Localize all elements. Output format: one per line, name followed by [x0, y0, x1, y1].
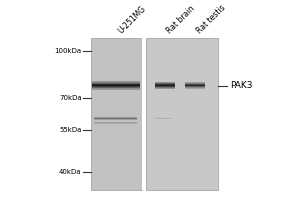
Bar	[92, 84, 140, 85]
Bar	[155, 83, 175, 84]
Bar	[92, 81, 140, 82]
Bar	[92, 87, 140, 88]
Bar	[91, 38, 142, 190]
Text: 40kDa: 40kDa	[59, 169, 82, 175]
Text: U-251MG: U-251MG	[116, 4, 147, 36]
Text: 70kDa: 70kDa	[59, 95, 82, 101]
Bar	[146, 38, 218, 190]
Bar	[185, 83, 205, 84]
Bar	[185, 88, 205, 89]
Text: 55kDa: 55kDa	[59, 127, 82, 133]
Bar	[185, 85, 205, 86]
Bar	[155, 87, 175, 88]
Bar	[92, 85, 140, 86]
Bar	[142, 38, 146, 190]
Text: PAK3: PAK3	[230, 81, 253, 90]
Bar	[185, 86, 205, 87]
Bar	[92, 83, 140, 84]
Bar	[155, 88, 175, 89]
Bar	[155, 82, 175, 83]
Text: 100kDa: 100kDa	[55, 48, 82, 54]
Bar	[185, 82, 205, 83]
Bar	[185, 87, 205, 88]
Text: Rat brain: Rat brain	[165, 4, 197, 36]
Bar	[155, 84, 175, 85]
Bar	[92, 89, 140, 90]
Bar	[92, 82, 140, 83]
Text: Rat testis: Rat testis	[195, 3, 227, 36]
Bar	[155, 85, 175, 86]
Bar	[155, 86, 175, 87]
Bar	[185, 84, 205, 85]
Bar	[92, 86, 140, 87]
Bar	[92, 88, 140, 89]
